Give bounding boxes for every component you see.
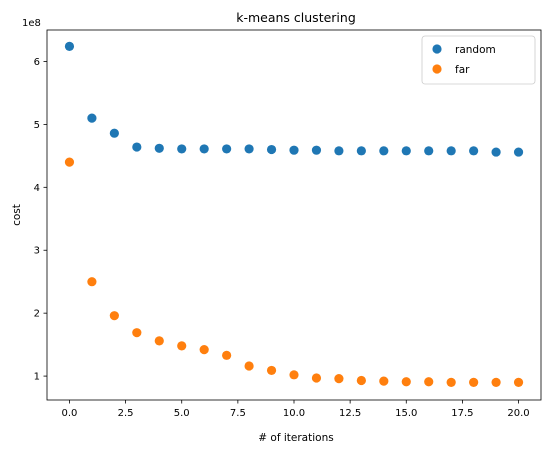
data-point-random <box>64 41 75 51</box>
data-point-far <box>491 377 501 387</box>
data-point-random <box>424 146 434 156</box>
x-tick-label: 5.0 <box>174 408 190 419</box>
legend-box <box>421 35 536 85</box>
y-tick-label: 5 <box>34 120 40 131</box>
data-point-far <box>87 277 97 287</box>
x-tick-label: 10.0 <box>283 408 305 419</box>
axes-frame <box>46 29 542 401</box>
data-point-far <box>109 311 119 321</box>
legend-label-far: far <box>455 64 470 76</box>
chart-title: k-means clustering <box>236 10 356 25</box>
data-point-far <box>266 365 277 376</box>
data-point-far <box>311 373 322 383</box>
x-tick-label: 20.0 <box>507 408 529 419</box>
data-point-random <box>513 147 524 157</box>
legend-label-random: random <box>455 44 496 56</box>
data-point-random <box>311 145 322 155</box>
x-axis-label: # of iterations <box>258 432 333 444</box>
data-point-random <box>289 145 299 155</box>
data-point-far <box>64 157 75 167</box>
x-tick-label: 0.0 <box>62 408 78 419</box>
data-point-random <box>401 146 411 156</box>
data-point-far <box>154 336 164 346</box>
x-tick-label: 2.5 <box>118 408 134 419</box>
data-point-far <box>513 377 524 387</box>
data-point-far <box>132 328 142 338</box>
y-axis-label: cost <box>11 204 23 226</box>
legend-marker-far <box>432 64 442 74</box>
data-point-random <box>244 144 254 154</box>
data-point-random <box>266 144 277 155</box>
legend-marker-random <box>432 44 442 54</box>
y-offset-label: 1e8 <box>22 18 41 29</box>
data-point-far <box>289 370 299 380</box>
x-tick-label: 15.0 <box>395 408 417 419</box>
data-point-random <box>491 147 501 157</box>
data-point-random <box>154 143 164 153</box>
x-tick-label: 12.5 <box>339 408 361 419</box>
data-point-far <box>401 377 411 387</box>
data-point-random <box>87 113 97 123</box>
plot-area: 0.0 2.5 5.0 7.5 10.0 12.5 15.0 17.5 20.0 1 2 3 4 5 6 <box>34 29 542 419</box>
y-tick-label: 3 <box>34 246 40 257</box>
x-tick-label: 17.5 <box>451 408 473 419</box>
data-point-far <box>177 341 187 351</box>
data-point-random <box>177 144 187 154</box>
data-point-random <box>132 142 142 152</box>
data-point-far <box>469 377 479 387</box>
data-point-random <box>334 146 344 156</box>
x-tick-label: 7.5 <box>230 408 246 419</box>
data-point-random <box>446 146 456 156</box>
data-point-far <box>424 377 434 387</box>
data-point-random <box>356 146 366 156</box>
legend: random far <box>421 35 536 85</box>
data-point-far <box>356 375 366 386</box>
data-point-random <box>199 144 209 154</box>
y-tick-label: 6 <box>34 57 40 68</box>
data-point-far <box>379 376 389 386</box>
y-tick-label: 1 <box>34 372 40 383</box>
y-tick-label: 4 <box>34 183 40 194</box>
data-point-far <box>334 374 344 384</box>
data-point-far <box>244 361 254 371</box>
data-point-far <box>199 345 209 355</box>
y-tick-label: 2 <box>34 309 40 320</box>
data-point-far <box>222 350 232 360</box>
data-point-far <box>446 377 456 387</box>
data-point-random <box>379 146 389 156</box>
data-point-random <box>109 128 119 138</box>
data-point-random <box>469 146 479 156</box>
data-point-random <box>222 144 232 154</box>
